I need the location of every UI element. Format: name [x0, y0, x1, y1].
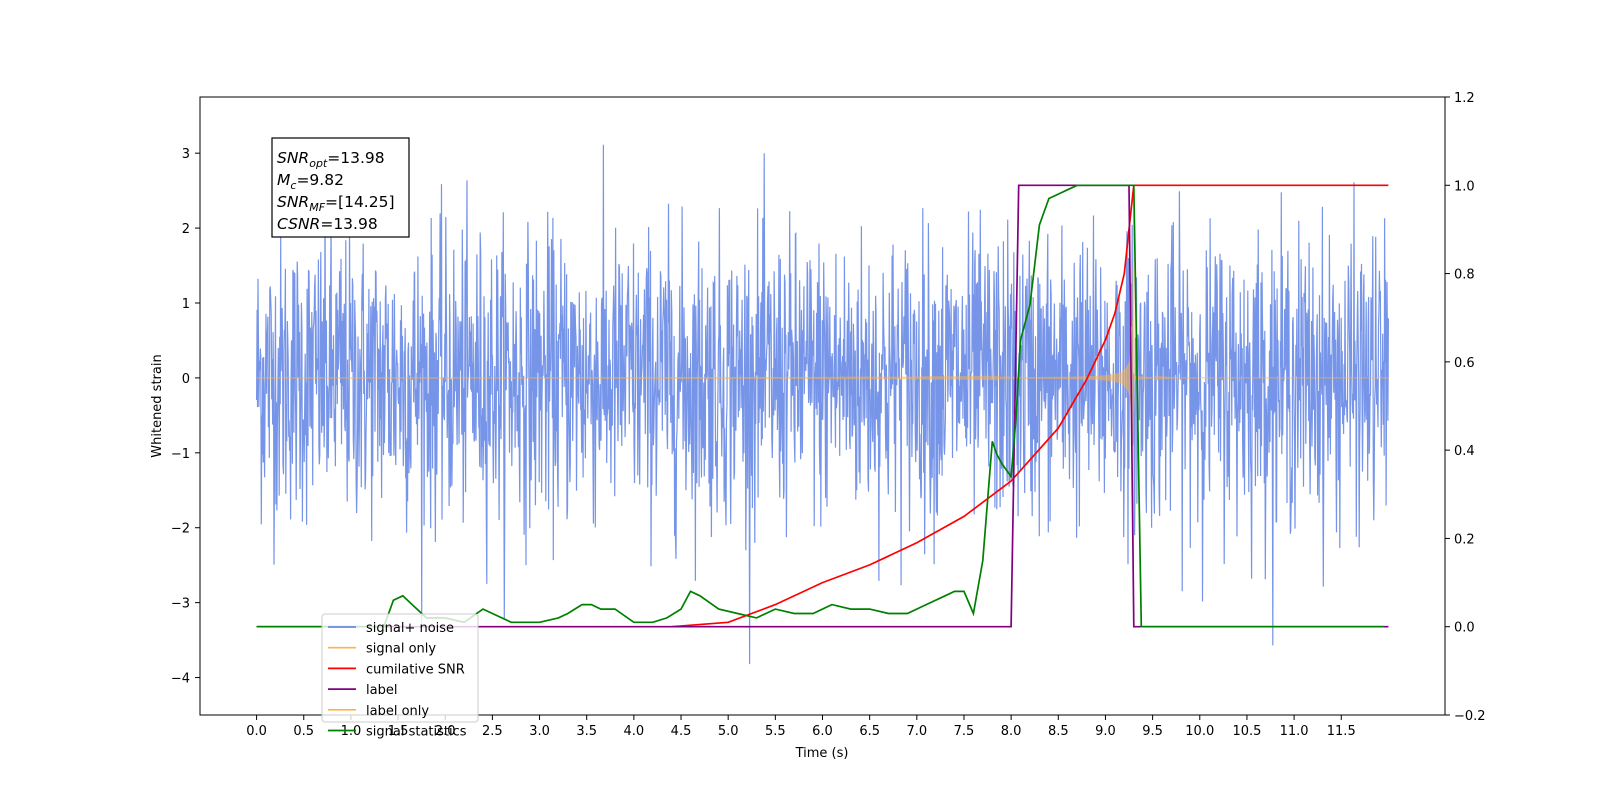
x-tick-label: 6.0	[812, 724, 833, 739]
y-tick-label: 0	[182, 372, 190, 387]
axis-ticks: 0.0 0.5 1.0 1.5 2.0 2.5 3.0 3.5 4.0 4.5 5.0 5.5 6.0 6…	[171, 91, 1486, 739]
y2-tick-label: 0.4	[1454, 444, 1475, 459]
x-tick-label: 9.0	[1095, 724, 1116, 739]
x-tick-label: 9.5	[1142, 724, 1163, 739]
x-tick-label: 3.0	[529, 724, 550, 739]
legend-label: signal statistics	[366, 725, 467, 740]
x-tick-label: 4.5	[671, 724, 692, 739]
y2-tick-label: 0.6	[1454, 356, 1475, 371]
annotation-line: SNRopt=13.98	[277, 149, 385, 170]
y-tick-label: −2	[171, 522, 190, 537]
legend-label: signal+ noise	[366, 621, 454, 636]
plot-area	[256, 144, 1389, 665]
legend: signal+ noise signal only cumilative SNR la…	[321, 613, 479, 740]
x-tick-label: 5.0	[718, 724, 739, 739]
y-tick-label: −1	[171, 447, 190, 462]
y2-tick-label: 0.8	[1454, 268, 1475, 283]
x-tick-label: 8.5	[1048, 724, 1069, 739]
x-tick-label: 11.0	[1280, 724, 1309, 739]
x-tick-label: 4.0	[624, 724, 645, 739]
y-tick-label: −3	[171, 597, 190, 612]
x-tick-label: 1.5	[388, 724, 409, 739]
x-tick-label: 7.5	[954, 724, 975, 739]
annotation-line: SNRMF=[14.25]	[277, 193, 395, 214]
y2-tick-label: 1.2	[1454, 91, 1475, 106]
annotation-line: CSNR=13.98	[277, 215, 378, 233]
x-tick-label: 0.5	[293, 724, 314, 739]
y2-tick-label: 0.2	[1454, 532, 1475, 547]
y2-tick-label: 1.0	[1454, 179, 1475, 194]
x-tick-label: 11.5	[1327, 724, 1356, 739]
x-tick-label: 7.0	[906, 724, 927, 739]
x-tick-label: 2.0	[435, 724, 456, 739]
y2-tick-label: 0.0	[1454, 621, 1475, 636]
x-tick-label: 3.5	[576, 724, 597, 739]
y-tick-label: 2	[182, 222, 190, 237]
x-tick-label: 6.5	[859, 724, 880, 739]
legend-label: label only	[366, 704, 429, 719]
series-cumilative-snr	[671, 184, 1389, 628]
legend-label: cumilative SNR	[366, 662, 465, 677]
series-signal-noise	[256, 144, 1389, 665]
x-tick-label: 10.5	[1232, 724, 1261, 739]
legend-label: label	[366, 683, 397, 698]
y-tick-label: −4	[171, 672, 190, 687]
x-tick-label: 0.0	[246, 724, 267, 739]
annotation-line: Mc=9.82	[277, 171, 344, 192]
y2-tick-label: −0.2	[1454, 709, 1486, 724]
x-axis-label: Time (s)	[795, 746, 849, 761]
x-tick-label: 1.0	[341, 724, 362, 739]
series-signal-statistics	[256, 184, 1384, 628]
series-signal-only	[256, 190, 1389, 566]
x-tick-label: 10.0	[1185, 724, 1214, 739]
y-tick-label: 3	[182, 147, 190, 162]
y-axis-label: Whitened strain	[150, 354, 165, 457]
snr-annotation-box: SNRopt=13.98Mc=9.82SNRMF=[14.25]CSNR=13.…	[271, 137, 410, 238]
x-tick-label: 2.5	[482, 724, 503, 739]
legend-label: signal only	[366, 642, 436, 657]
x-tick-label: 5.5	[765, 724, 786, 739]
x-tick-label: 8.0	[1001, 724, 1022, 739]
y-tick-label: 1	[182, 297, 190, 312]
